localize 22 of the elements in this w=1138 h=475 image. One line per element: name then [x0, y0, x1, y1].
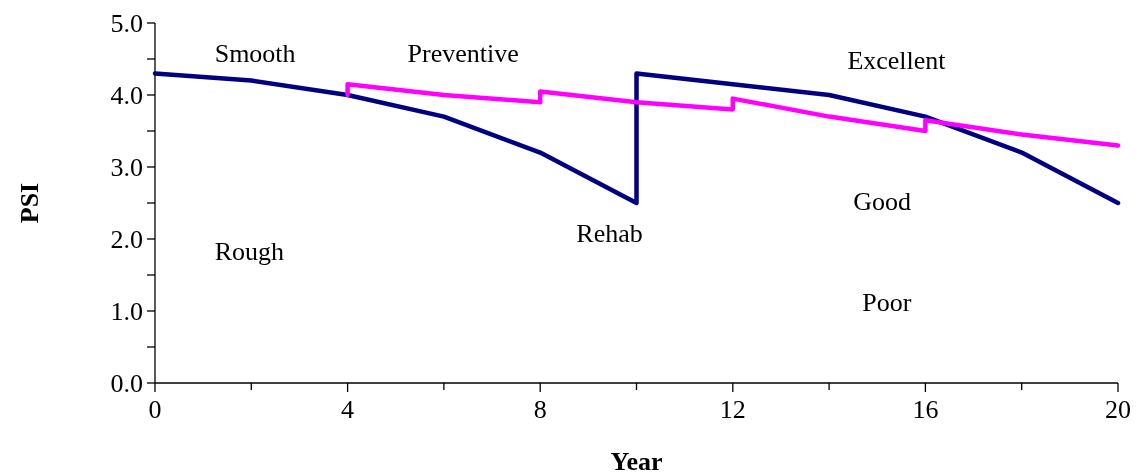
y-tick-label: 2.0: [110, 225, 143, 255]
annotation: Preventive: [407, 38, 519, 68]
y-tick-label: 4.0: [110, 81, 143, 111]
y-tick-label: 1.0: [110, 297, 143, 327]
y-tick-label: 5.0: [110, 9, 143, 39]
x-axis-title: Year: [610, 447, 663, 475]
x-tick-label: 16: [912, 395, 939, 424]
annotation: Rough: [214, 236, 285, 266]
x-tick-label: 12: [719, 395, 746, 424]
y-tick-label: 0.0: [110, 369, 143, 399]
annotation: Smooth: [214, 38, 296, 68]
annotation: Rehab: [576, 218, 643, 248]
y-tick-label: 3.0: [110, 153, 143, 183]
line-series: [345, 81, 1121, 148]
x-tick-label: 4: [341, 395, 355, 424]
x-tick-label: 20: [1105, 395, 1131, 424]
annotation: Good: [853, 187, 911, 217]
y-axis-title: PSI: [15, 182, 44, 224]
x-tick-label: 8: [533, 395, 547, 424]
annotation: Poor: [862, 288, 912, 318]
x-tick-label: 0: [148, 395, 162, 424]
annotation: Excellent: [847, 46, 947, 76]
